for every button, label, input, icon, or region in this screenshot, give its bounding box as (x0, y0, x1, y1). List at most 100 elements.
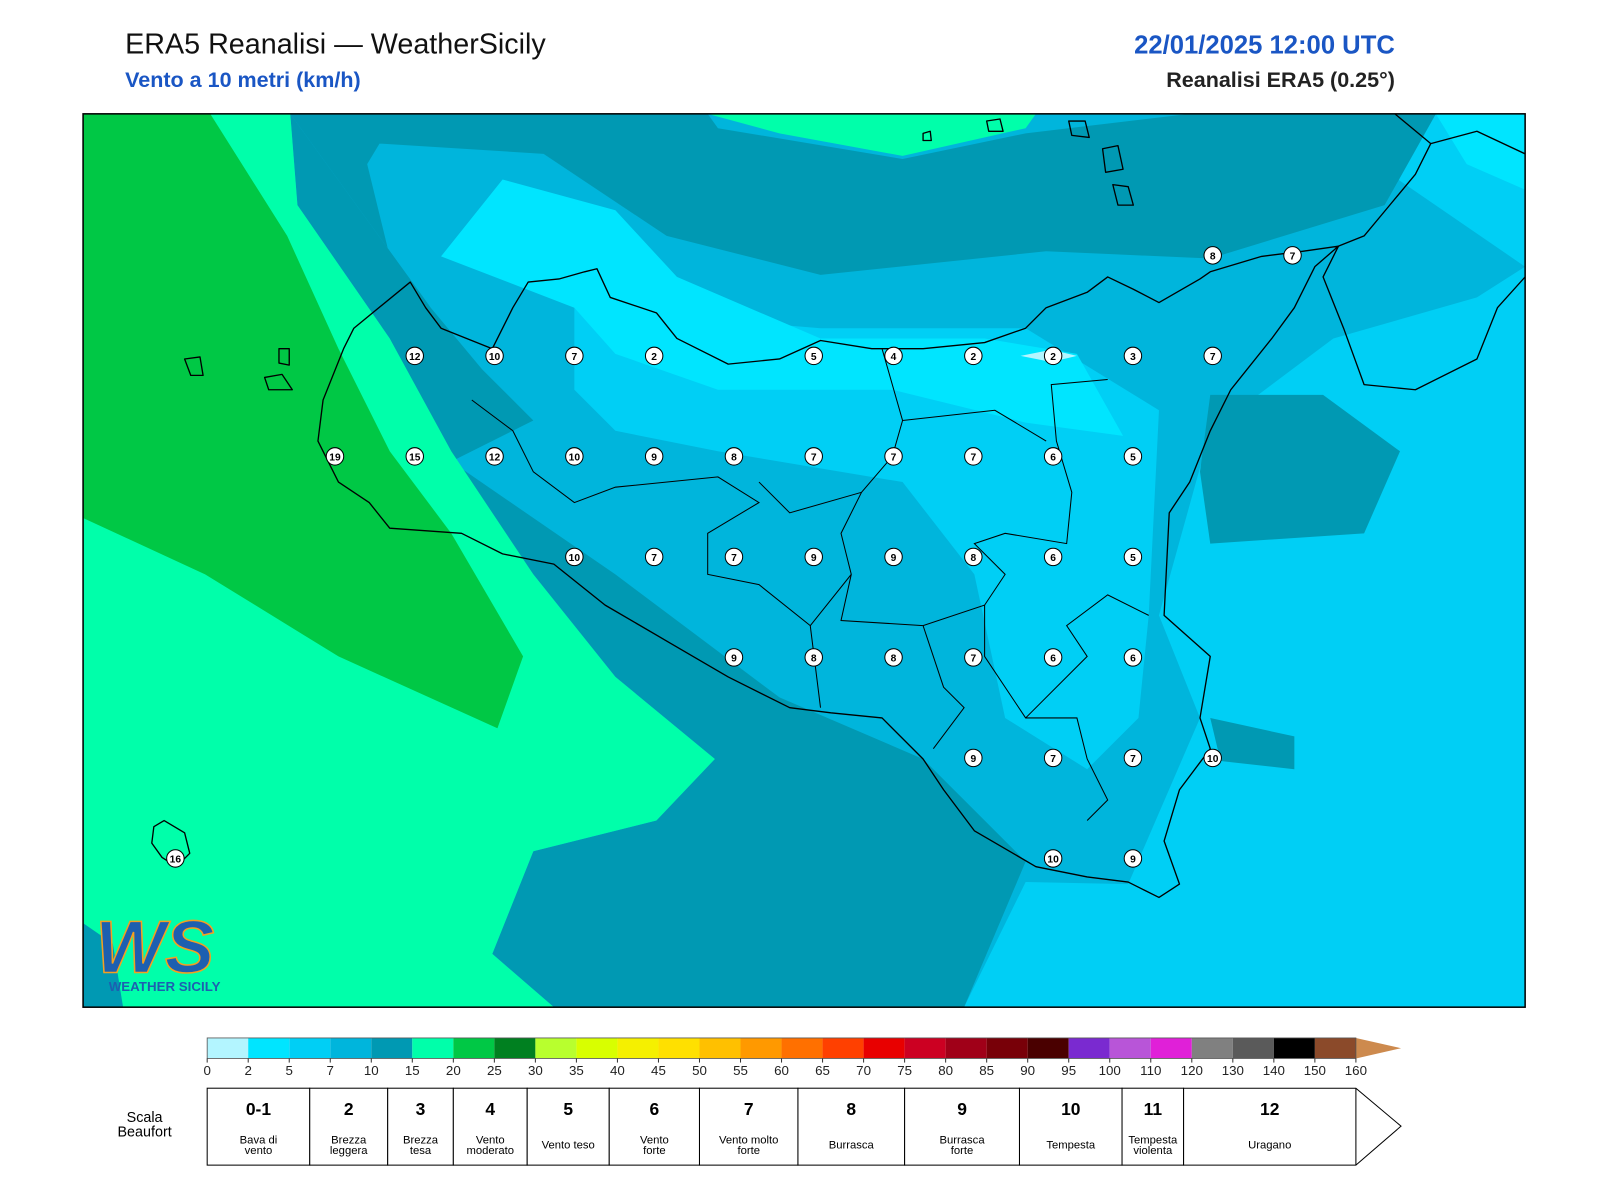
colorbar-tick-label: 65 (815, 1063, 830, 1078)
colorbar-segment (248, 1037, 290, 1059)
colorbar-tick-label: 150 (1304, 1063, 1326, 1078)
colorbar-extension (1355, 1037, 1402, 1059)
colorbar-segment (576, 1037, 618, 1059)
colorbar-tick-label: 75 (897, 1063, 912, 1078)
station-value: 8 (891, 654, 897, 665)
contour-band (83, 923, 124, 1008)
station-marker (1123, 346, 1143, 366)
station-marker (804, 447, 823, 466)
station-marker (1123, 648, 1143, 667)
station-marker (804, 346, 823, 366)
station-value: 8 (811, 654, 817, 665)
colorbar-segment (535, 1037, 577, 1059)
station-marker (884, 547, 903, 567)
beaufort-label: tesa (410, 1145, 432, 1157)
station-value: 9 (651, 453, 657, 464)
beaufort-label: leggera (330, 1145, 368, 1157)
colorbar-tick-label: 160 (1345, 1063, 1367, 1078)
beaufort-box (698, 1087, 799, 1166)
colorbar-tick-label: 55 (733, 1063, 748, 1078)
station-value: 12 (489, 453, 501, 464)
province-border (471, 348, 1149, 821)
colorbar-tick-label: 60 (774, 1063, 789, 1078)
colorbar-tick-label: 0 (203, 1063, 210, 1078)
station-value: 10 (489, 352, 501, 363)
station-value: 15 (409, 453, 421, 464)
station-value: 8 (970, 553, 976, 564)
station-value: 2 (651, 352, 657, 363)
colorbar-tick-label: 45 (651, 1063, 666, 1078)
colorbar-tick-label: 50 (692, 1063, 707, 1078)
beaufort-label: Brezza (403, 1135, 439, 1147)
colorbar-tick-label: 35 (569, 1063, 584, 1078)
station-marker (405, 346, 424, 366)
colorbar-segment (1109, 1037, 1151, 1059)
station-marker (804, 547, 823, 567)
station-marker (1043, 346, 1063, 366)
colorbar-tick-label: 95 (1061, 1063, 1076, 1078)
beaufort-force: 11 (1144, 1099, 1163, 1119)
station-marker (724, 447, 744, 466)
contour-band (964, 113, 1526, 1008)
beaufort-label: Tempesta (1046, 1140, 1096, 1152)
colorbar-tick-label: 130 (1222, 1063, 1244, 1078)
contour-band (1200, 394, 1400, 544)
station-value: 5 (811, 352, 817, 363)
station-marker (884, 447, 903, 466)
station-value: 9 (1130, 855, 1136, 866)
station-value: 7 (572, 352, 578, 363)
colorbar-segment (740, 1037, 782, 1059)
coastline (1338, 113, 1526, 247)
contour-band (707, 113, 1036, 156)
colorbar: 0 2 5 7 10 15 20 25 30 35 40 45 50 55 60 65 70 75 80 85 90 95… (203, 1037, 1402, 1078)
beaufort-box (387, 1087, 454, 1166)
colorbar-tick-label: 90 (1020, 1063, 1035, 1078)
beaufort-label: Vento (640, 1135, 669, 1147)
station-value: 7 (1290, 251, 1296, 262)
colorbar-segment (371, 1037, 413, 1059)
station-marker (1203, 246, 1222, 265)
beaufort-label: Vento teso (542, 1140, 595, 1152)
colorbar-segment (781, 1037, 823, 1059)
beaufort-label: forte (643, 1145, 666, 1157)
contour-band (451, 461, 1026, 1008)
beaufort-title: Beaufort (117, 1124, 171, 1140)
map-frame (82, 113, 1526, 1008)
station-value: 6 (1050, 654, 1056, 665)
contour-band (574, 307, 1159, 770)
colorbar-segment (1273, 1037, 1315, 1059)
station-value: 7 (970, 453, 976, 464)
beaufort-box (452, 1087, 528, 1166)
datetime: 22/01/2025 12:00 UTC (1134, 31, 1395, 59)
beaufort-label: Vento molto (719, 1135, 779, 1147)
station-value: 7 (1130, 754, 1136, 765)
station-value: 7 (1210, 352, 1216, 363)
beaufort-box (904, 1087, 1020, 1166)
beaufort-label: Tempesta (1128, 1135, 1178, 1147)
colorbar-tick-label: 120 (1181, 1063, 1203, 1078)
station-value: 4 (891, 352, 897, 363)
contour-band (290, 113, 534, 462)
beaufort-label: Vento (476, 1135, 505, 1147)
colorbar-segment (1027, 1037, 1069, 1059)
station-value: 10 (1047, 855, 1059, 866)
beaufort-force: 0-1 (246, 1099, 271, 1119)
title: ERA5 Reanalisi — WeatherSicily (125, 28, 546, 60)
station-value: 9 (731, 654, 737, 665)
colorbar-segment (207, 1037, 249, 1059)
subtitle: Vento a 10 metri (km/h) (125, 68, 361, 92)
station-marker (1043, 748, 1063, 768)
colorbar-segment (1232, 1037, 1274, 1059)
map: 8 7 12 10 7 2 5 4 2 2 3 7 19 15 12 10 9 8 7 7 7 6 5 10 7 7 9 9 8 6 5 9 8… (83, 113, 1526, 1008)
station-marker (1283, 246, 1302, 265)
colorbar-tick-label: 10 (364, 1063, 379, 1078)
station-value: 6 (1050, 553, 1056, 564)
colorbar-segment (904, 1037, 946, 1059)
beaufort-label: forte (951, 1145, 974, 1157)
beaufort-force: 6 (650, 1099, 660, 1119)
station-marker (1123, 447, 1143, 466)
beaufort-force: 10 (1061, 1099, 1080, 1119)
station-value: 2 (1050, 352, 1056, 363)
station-marker (565, 547, 584, 567)
beaufort-force: 7 (744, 1099, 754, 1119)
